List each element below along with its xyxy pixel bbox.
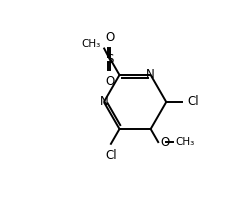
Text: S: S [107, 53, 114, 66]
Text: CH₃: CH₃ [81, 39, 100, 49]
Text: O: O [161, 136, 170, 149]
Text: N: N [99, 95, 108, 109]
Text: CH₃: CH₃ [175, 137, 194, 147]
Text: Cl: Cl [187, 95, 199, 109]
Text: Cl: Cl [105, 149, 117, 162]
Text: N: N [146, 69, 155, 81]
Text: O: O [106, 75, 115, 88]
Text: O: O [106, 31, 115, 44]
